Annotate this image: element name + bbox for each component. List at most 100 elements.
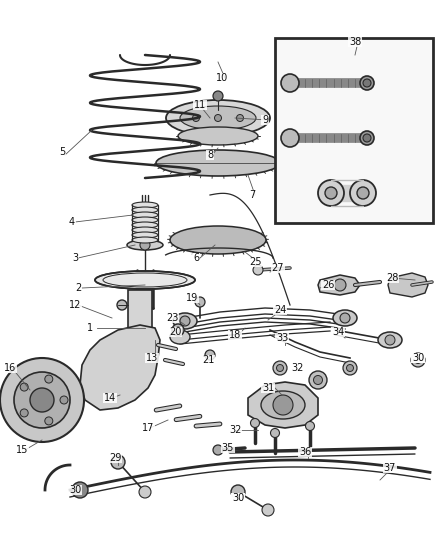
Ellipse shape [127, 240, 163, 250]
Circle shape [180, 316, 190, 326]
Circle shape [343, 361, 357, 375]
Circle shape [140, 240, 150, 250]
Text: 5: 5 [59, 147, 65, 157]
Polygon shape [248, 382, 318, 428]
Ellipse shape [132, 227, 158, 233]
Circle shape [309, 371, 327, 389]
Ellipse shape [170, 330, 190, 344]
Circle shape [363, 134, 371, 142]
Circle shape [72, 482, 88, 498]
Circle shape [318, 180, 344, 206]
Ellipse shape [170, 226, 266, 254]
Text: 26: 26 [322, 280, 334, 290]
Circle shape [213, 445, 223, 455]
Circle shape [30, 388, 54, 412]
Text: 28: 28 [386, 273, 398, 283]
Text: 20: 20 [169, 327, 181, 337]
Circle shape [139, 486, 151, 498]
Circle shape [45, 375, 53, 383]
Ellipse shape [333, 310, 357, 326]
Text: 8: 8 [207, 150, 213, 160]
Circle shape [192, 115, 199, 122]
Ellipse shape [180, 106, 256, 130]
Ellipse shape [132, 222, 158, 228]
Circle shape [411, 353, 425, 367]
Circle shape [325, 187, 337, 199]
Ellipse shape [166, 100, 270, 136]
Circle shape [281, 129, 299, 147]
Text: 12: 12 [69, 300, 81, 310]
Circle shape [276, 365, 283, 372]
Ellipse shape [173, 313, 197, 329]
Circle shape [305, 422, 314, 431]
Text: 24: 24 [274, 305, 286, 315]
Ellipse shape [132, 237, 158, 243]
Text: 36: 36 [299, 447, 311, 457]
Ellipse shape [178, 127, 258, 145]
Polygon shape [388, 273, 428, 297]
Circle shape [357, 187, 369, 199]
Text: 23: 23 [166, 313, 178, 323]
Ellipse shape [95, 271, 195, 289]
Circle shape [60, 396, 68, 404]
Circle shape [172, 324, 184, 336]
Text: 31: 31 [262, 383, 274, 393]
Circle shape [237, 115, 244, 122]
Text: 32: 32 [292, 363, 304, 373]
Bar [128, 290, 152, 330]
Circle shape [117, 300, 127, 310]
Text: 4: 4 [69, 217, 75, 227]
Text: 30: 30 [412, 353, 424, 363]
Ellipse shape [261, 391, 305, 419]
Text: 9: 9 [262, 115, 268, 125]
Circle shape [45, 417, 53, 425]
Circle shape [334, 279, 346, 291]
Text: 30: 30 [69, 485, 81, 495]
Circle shape [253, 265, 263, 275]
Text: 17: 17 [142, 423, 154, 433]
Polygon shape [80, 325, 160, 410]
Text: 30: 30 [412, 353, 424, 363]
Circle shape [271, 429, 279, 438]
Ellipse shape [132, 207, 158, 213]
Text: 34: 34 [332, 327, 344, 337]
Text: 30: 30 [232, 493, 244, 503]
Text: 6: 6 [193, 253, 199, 263]
Text: 29: 29 [109, 453, 121, 463]
Text: 2: 2 [75, 283, 81, 293]
Circle shape [231, 485, 245, 499]
Circle shape [213, 91, 223, 101]
Text: 7: 7 [249, 190, 255, 200]
Text: 11: 11 [194, 100, 206, 110]
Text: 25: 25 [249, 257, 261, 267]
Circle shape [0, 358, 84, 442]
Text: 18: 18 [229, 330, 241, 340]
Text: 16: 16 [4, 363, 16, 373]
Circle shape [215, 115, 222, 122]
Text: 30: 30 [232, 493, 244, 503]
Bar [275, 38, 433, 223]
Circle shape [20, 383, 28, 391]
Text: 37: 37 [384, 463, 396, 473]
Circle shape [273, 361, 287, 375]
Text: 1: 1 [87, 323, 93, 333]
Circle shape [14, 372, 70, 428]
Polygon shape [318, 275, 360, 295]
Text: 19: 19 [186, 293, 198, 303]
Text: 15: 15 [16, 445, 28, 455]
Text: 35: 35 [222, 443, 234, 453]
Circle shape [273, 395, 293, 415]
Text: 3: 3 [72, 253, 78, 263]
Circle shape [262, 504, 274, 516]
Circle shape [251, 418, 259, 427]
Circle shape [360, 131, 374, 145]
Ellipse shape [132, 202, 158, 208]
Circle shape [175, 327, 181, 333]
Text: 38: 38 [349, 37, 361, 47]
Circle shape [346, 365, 353, 372]
Circle shape [205, 350, 215, 360]
Circle shape [363, 79, 371, 87]
Ellipse shape [132, 212, 158, 218]
Ellipse shape [156, 150, 280, 176]
Ellipse shape [132, 232, 158, 238]
